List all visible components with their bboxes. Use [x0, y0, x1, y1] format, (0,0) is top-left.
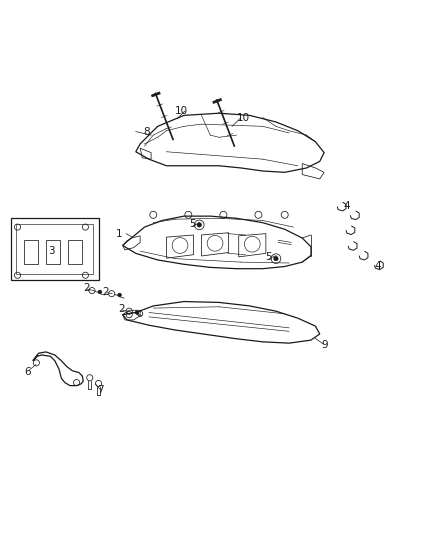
Circle shape [197, 223, 201, 227]
Text: 3: 3 [48, 246, 55, 256]
Text: 7: 7 [97, 385, 104, 395]
Circle shape [135, 311, 139, 314]
Text: 10: 10 [237, 114, 250, 124]
Circle shape [98, 290, 102, 294]
Text: 8: 8 [143, 127, 150, 136]
Text: 5: 5 [189, 219, 196, 229]
Text: 10: 10 [175, 106, 188, 116]
Circle shape [274, 256, 278, 261]
Text: 9: 9 [321, 341, 328, 350]
Polygon shape [213, 99, 222, 103]
Text: 4: 4 [343, 201, 350, 211]
Text: 6: 6 [24, 367, 31, 377]
Text: 1: 1 [116, 229, 123, 239]
Polygon shape [152, 92, 160, 97]
Text: 2: 2 [102, 287, 110, 297]
Circle shape [118, 293, 121, 297]
Text: 5: 5 [265, 252, 272, 262]
Text: 2: 2 [83, 284, 90, 293]
Text: 2: 2 [118, 304, 125, 314]
Text: 4: 4 [374, 261, 381, 271]
